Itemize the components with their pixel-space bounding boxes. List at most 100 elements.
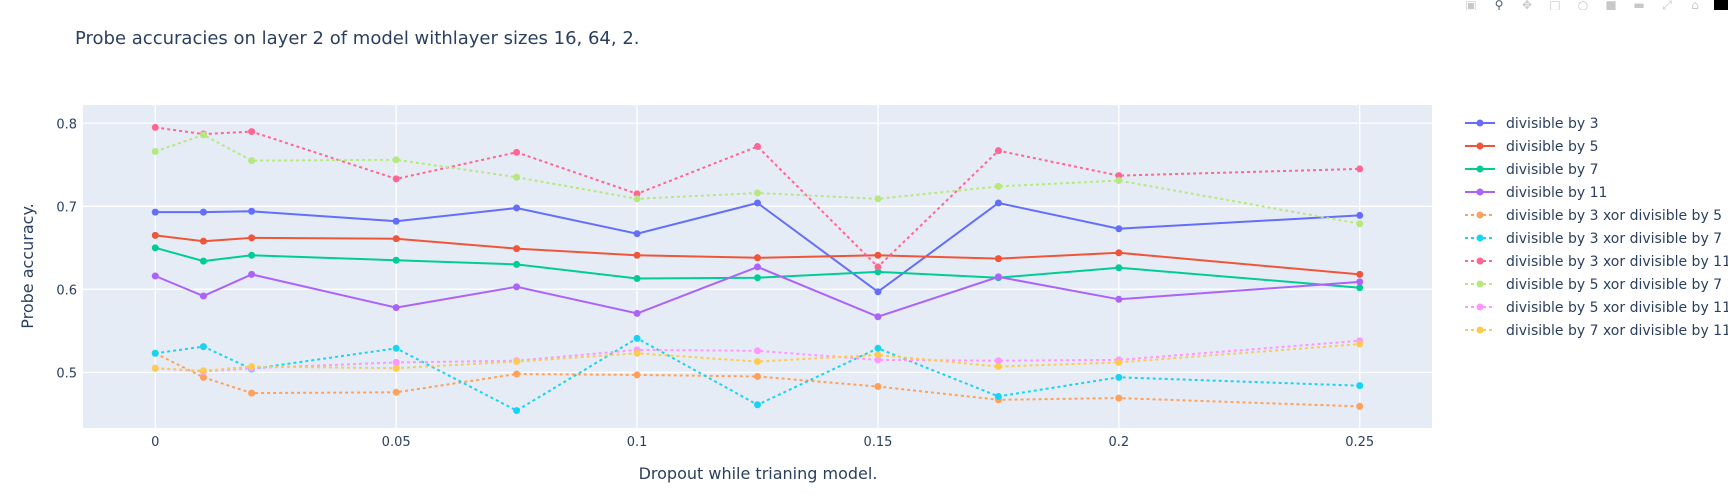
data-point[interactable] xyxy=(994,363,1002,371)
data-point[interactable] xyxy=(248,234,256,242)
zoom-in-icon[interactable]: ■ xyxy=(1605,0,1617,10)
data-point[interactable] xyxy=(392,217,400,225)
data-point[interactable] xyxy=(874,351,882,359)
legend-item[interactable]: divisible by 3 xor divisible by 7 xyxy=(1465,231,1722,247)
data-point[interactable] xyxy=(1115,249,1123,257)
lasso-select-icon[interactable]: ○ xyxy=(1577,0,1589,10)
data-point[interactable] xyxy=(1115,373,1123,381)
data-point[interactable] xyxy=(248,363,256,371)
data-point[interactable] xyxy=(392,235,400,243)
data-point[interactable] xyxy=(1356,165,1364,173)
data-point[interactable] xyxy=(151,147,159,155)
data-point[interactable] xyxy=(633,275,641,283)
data-point[interactable] xyxy=(248,128,256,136)
data-point[interactable] xyxy=(392,364,400,372)
data-point[interactable] xyxy=(874,268,882,276)
data-point[interactable] xyxy=(248,251,256,259)
data-point[interactable] xyxy=(151,364,159,372)
data-point[interactable] xyxy=(248,389,256,397)
data-point[interactable] xyxy=(754,189,761,197)
data-point[interactable] xyxy=(754,274,761,282)
data-point[interactable] xyxy=(1115,225,1123,233)
data-point[interactable] xyxy=(1356,284,1364,292)
data-point[interactable] xyxy=(199,292,207,300)
data-point[interactable] xyxy=(199,373,207,381)
data-point[interactable] xyxy=(392,175,400,183)
data-point[interactable] xyxy=(994,182,1002,190)
data-point[interactable] xyxy=(248,157,256,165)
data-point[interactable] xyxy=(994,147,1002,155)
data-point[interactable] xyxy=(754,199,761,207)
data-point[interactable] xyxy=(633,195,641,203)
data-point[interactable] xyxy=(754,143,761,151)
data-point[interactable] xyxy=(874,251,882,259)
data-point[interactable] xyxy=(513,358,521,366)
data-point[interactable] xyxy=(1115,295,1123,303)
data-point[interactable] xyxy=(633,251,641,259)
data-point[interactable] xyxy=(1115,172,1123,180)
data-point[interactable] xyxy=(874,195,882,203)
data-point[interactable] xyxy=(994,255,1002,263)
data-point[interactable] xyxy=(874,263,882,271)
data-point[interactable] xyxy=(1115,394,1123,402)
legend-item[interactable]: divisible by 5 xyxy=(1465,139,1599,155)
data-point[interactable] xyxy=(754,254,761,262)
data-point[interactable] xyxy=(199,257,207,265)
data-point[interactable] xyxy=(199,208,207,216)
legend-item[interactable]: divisible by 3 xyxy=(1465,116,1599,132)
series-divisible-by-3[interactable] xyxy=(151,199,1364,296)
legend-item[interactable]: divisible by 3 xor divisible by 5 xyxy=(1465,208,1722,224)
data-point[interactable] xyxy=(392,156,400,164)
legend-item[interactable]: divisible by 7 xor divisible by 11 xyxy=(1465,323,1728,339)
data-point[interactable] xyxy=(392,344,400,352)
data-point[interactable] xyxy=(151,349,159,357)
data-point[interactable] xyxy=(1115,177,1123,185)
data-point[interactable] xyxy=(1356,211,1364,219)
data-point[interactable] xyxy=(1356,220,1364,228)
series-divisible-by-5-xor-divisible-by-7[interactable] xyxy=(151,131,1364,228)
data-point[interactable] xyxy=(1356,278,1364,286)
data-point[interactable] xyxy=(513,173,521,181)
data-point[interactable] xyxy=(513,148,521,156)
data-point[interactable] xyxy=(994,357,1002,365)
zoom-icon[interactable]: ⚲ xyxy=(1494,0,1504,10)
series-divisible-by-3-xor-divisible-by-11[interactable] xyxy=(151,123,1364,271)
data-point[interactable] xyxy=(199,343,207,351)
data-point[interactable] xyxy=(994,273,1002,281)
legend-item[interactable]: divisible by 5 xor divisible by 11 xyxy=(1465,300,1728,316)
data-point[interactable] xyxy=(754,358,761,366)
data-point[interactable] xyxy=(1356,382,1364,390)
data-point[interactable] xyxy=(248,270,256,278)
data-point[interactable] xyxy=(633,230,641,238)
legend-item[interactable]: divisible by 7 xyxy=(1465,162,1599,178)
data-point[interactable] xyxy=(513,245,521,253)
data-point[interactable] xyxy=(1356,270,1364,278)
data-point[interactable] xyxy=(513,370,521,378)
data-point[interactable] xyxy=(1115,358,1123,366)
data-point[interactable] xyxy=(1356,340,1364,348)
data-point[interactable] xyxy=(1115,264,1123,272)
data-point[interactable] xyxy=(754,347,761,355)
data-point[interactable] xyxy=(513,283,521,291)
data-point[interactable] xyxy=(874,313,882,321)
data-point[interactable] xyxy=(633,371,641,379)
data-point[interactable] xyxy=(874,288,882,296)
data-point[interactable] xyxy=(754,401,761,409)
data-point[interactable] xyxy=(754,263,761,271)
data-point[interactable] xyxy=(151,123,159,131)
plotly-logo-icon[interactable] xyxy=(1714,0,1728,10)
data-point[interactable] xyxy=(633,309,641,317)
data-point[interactable] xyxy=(1356,402,1364,410)
series-divisible-by-7-xor-divisible-by-11[interactable] xyxy=(151,340,1364,375)
box-select-icon[interactable]: □ xyxy=(1549,0,1561,10)
reset-axes-icon[interactable]: ⌂ xyxy=(1691,0,1699,10)
legend-item[interactable]: divisible by 11 xyxy=(1465,185,1607,201)
series-divisible-by-11[interactable] xyxy=(151,263,1364,321)
camera-icon[interactable]: ▣ xyxy=(1465,0,1477,10)
data-point[interactable] xyxy=(392,256,400,264)
data-point[interactable] xyxy=(151,208,159,216)
data-point[interactable] xyxy=(151,272,159,280)
data-point[interactable] xyxy=(199,131,207,139)
pan-icon[interactable]: ✥ xyxy=(1521,0,1533,10)
data-point[interactable] xyxy=(199,237,207,245)
